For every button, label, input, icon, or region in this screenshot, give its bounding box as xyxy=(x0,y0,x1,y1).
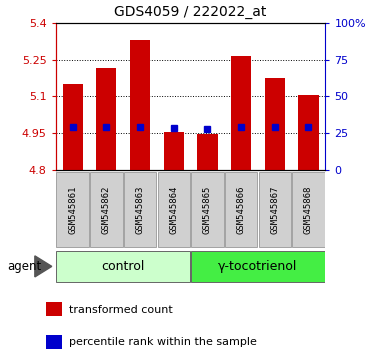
Text: GSM545863: GSM545863 xyxy=(136,185,144,234)
Bar xyxy=(298,95,318,170)
Bar xyxy=(62,84,83,170)
Text: GSM545866: GSM545866 xyxy=(237,185,246,234)
Text: agent: agent xyxy=(8,260,42,273)
Bar xyxy=(164,132,184,170)
FancyBboxPatch shape xyxy=(90,172,122,247)
Text: percentile rank within the sample: percentile rank within the sample xyxy=(69,337,257,347)
Text: GSM545861: GSM545861 xyxy=(68,185,77,234)
Bar xyxy=(265,78,285,170)
FancyBboxPatch shape xyxy=(124,172,156,247)
FancyBboxPatch shape xyxy=(191,172,224,247)
Bar xyxy=(197,135,218,170)
Text: GSM545865: GSM545865 xyxy=(203,185,212,234)
FancyBboxPatch shape xyxy=(259,172,291,247)
FancyBboxPatch shape xyxy=(57,251,190,281)
Bar xyxy=(46,302,62,316)
Text: γ-tocotrienol: γ-tocotrienol xyxy=(218,260,298,273)
FancyBboxPatch shape xyxy=(225,172,257,247)
Text: GSM545868: GSM545868 xyxy=(304,185,313,234)
Title: GDS4059 / 222022_at: GDS4059 / 222022_at xyxy=(114,5,267,19)
Text: GSM545862: GSM545862 xyxy=(102,185,111,234)
Text: transformed count: transformed count xyxy=(69,305,173,315)
Polygon shape xyxy=(35,256,52,277)
Text: GSM545867: GSM545867 xyxy=(270,185,279,234)
Bar xyxy=(130,40,150,170)
FancyBboxPatch shape xyxy=(157,172,190,247)
FancyBboxPatch shape xyxy=(191,251,325,281)
FancyBboxPatch shape xyxy=(292,172,325,247)
Bar xyxy=(46,335,62,349)
Bar xyxy=(231,56,251,170)
FancyBboxPatch shape xyxy=(57,172,89,247)
Text: GSM545864: GSM545864 xyxy=(169,185,178,234)
Bar xyxy=(96,68,116,170)
Text: control: control xyxy=(102,260,145,273)
